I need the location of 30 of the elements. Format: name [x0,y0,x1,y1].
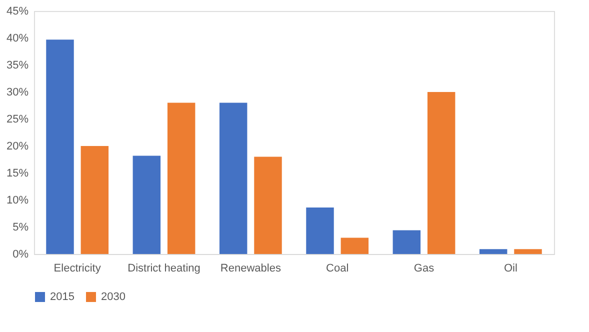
bar [427,92,456,254]
y-tick-label: 15% [6,168,29,180]
y-tick-label: 25% [6,114,29,126]
y-tick-label: 10% [6,194,29,206]
y-tick-label: 35% [6,60,29,72]
bar [306,208,334,254]
legend-label: 2030 [101,291,126,303]
bar [340,238,369,254]
x-tick-label: District heating [128,262,200,274]
bar [167,102,196,254]
bar [479,249,508,254]
bar [132,156,161,254]
bar [80,146,109,254]
x-tick-label: Coal [326,262,349,274]
y-tick-label: 30% [6,86,29,98]
x-tick-label: Electricity [54,262,102,274]
x-tick-label: Oil [504,262,518,274]
bar [254,156,282,254]
x-tick-label: Renewables [220,262,282,274]
bar [219,102,248,254]
y-tick-label: 0% [12,248,29,260]
bar [392,230,421,254]
y-tick-label: 45% [6,6,29,18]
x-tick-label: Gas [414,262,435,274]
bar [46,40,74,254]
y-tick-label: 40% [6,32,29,44]
legend-label: 2015 [50,291,74,303]
y-tick-label: 20% [6,140,29,152]
bar [514,249,542,254]
y-tick-label: 5% [12,222,29,234]
